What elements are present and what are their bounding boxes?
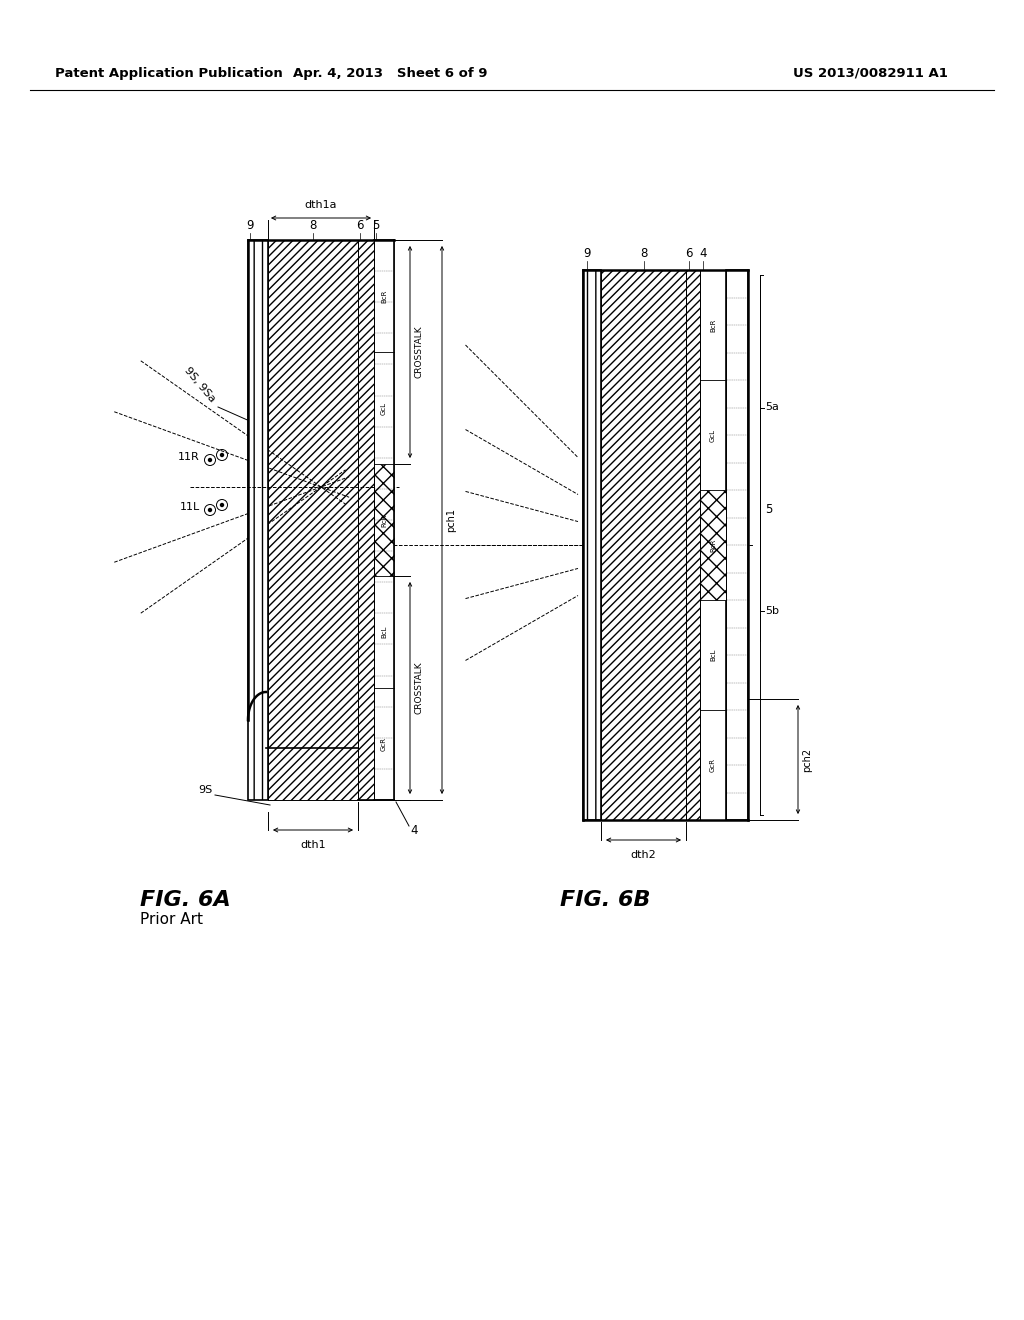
Polygon shape bbox=[726, 271, 748, 820]
Circle shape bbox=[208, 458, 212, 462]
Text: CROSSTALK: CROSSTALK bbox=[415, 326, 424, 379]
Polygon shape bbox=[700, 380, 726, 490]
Text: 6: 6 bbox=[356, 219, 364, 232]
Polygon shape bbox=[700, 271, 726, 380]
Polygon shape bbox=[374, 465, 394, 576]
Text: 9S, 9Sa: 9S, 9Sa bbox=[182, 366, 217, 404]
Text: 9S: 9S bbox=[198, 785, 212, 795]
Text: 11R: 11R bbox=[178, 451, 200, 462]
Text: RcR: RcR bbox=[710, 539, 716, 552]
Polygon shape bbox=[248, 240, 268, 800]
Polygon shape bbox=[374, 240, 394, 352]
Polygon shape bbox=[358, 240, 374, 800]
Text: GcL: GcL bbox=[710, 429, 716, 442]
Text: dth1a: dth1a bbox=[305, 201, 337, 210]
Polygon shape bbox=[268, 240, 358, 800]
Text: pch2: pch2 bbox=[802, 747, 812, 772]
Text: GcR: GcR bbox=[381, 737, 387, 751]
Text: FIG. 6B: FIG. 6B bbox=[560, 890, 650, 909]
Text: 5a: 5a bbox=[765, 403, 779, 412]
Text: dth2: dth2 bbox=[631, 850, 656, 861]
Text: Prior Art: Prior Art bbox=[140, 912, 203, 927]
Polygon shape bbox=[601, 271, 686, 820]
Polygon shape bbox=[374, 352, 394, 465]
Text: 4: 4 bbox=[699, 247, 707, 260]
Text: pch1: pch1 bbox=[446, 508, 456, 532]
Text: 5: 5 bbox=[765, 503, 772, 516]
Text: US 2013/0082911 A1: US 2013/0082911 A1 bbox=[793, 66, 947, 79]
Circle shape bbox=[220, 503, 224, 507]
Text: 8: 8 bbox=[309, 219, 316, 232]
Text: 11L: 11L bbox=[180, 502, 200, 512]
Text: 4: 4 bbox=[411, 824, 418, 837]
Circle shape bbox=[220, 453, 224, 457]
Text: CROSSTALK: CROSSTALK bbox=[415, 661, 424, 714]
Polygon shape bbox=[700, 490, 726, 601]
Text: 9: 9 bbox=[584, 247, 591, 260]
Text: 5b: 5b bbox=[765, 606, 779, 616]
Polygon shape bbox=[686, 271, 700, 820]
Text: dth1: dth1 bbox=[300, 840, 326, 850]
Polygon shape bbox=[374, 688, 394, 800]
Text: 6: 6 bbox=[685, 247, 693, 260]
Text: GcR: GcR bbox=[710, 758, 716, 772]
Text: 9: 9 bbox=[246, 219, 254, 232]
Text: FIG. 6A: FIG. 6A bbox=[140, 890, 230, 909]
Text: BcL: BcL bbox=[381, 626, 387, 639]
Text: BcR: BcR bbox=[381, 289, 387, 302]
Text: 5: 5 bbox=[373, 219, 380, 232]
Text: GcL: GcL bbox=[381, 401, 387, 414]
Polygon shape bbox=[700, 601, 726, 710]
Polygon shape bbox=[700, 710, 726, 820]
Text: BcR: BcR bbox=[710, 318, 716, 331]
Text: Patent Application Publication: Patent Application Publication bbox=[55, 66, 283, 79]
Text: BcL: BcL bbox=[710, 648, 716, 661]
Text: Apr. 4, 2013   Sheet 6 of 9: Apr. 4, 2013 Sheet 6 of 9 bbox=[293, 66, 487, 79]
Circle shape bbox=[208, 508, 212, 512]
Polygon shape bbox=[583, 271, 601, 820]
Text: RcR: RcR bbox=[381, 513, 387, 527]
Text: 8: 8 bbox=[640, 247, 647, 260]
Polygon shape bbox=[374, 576, 394, 688]
